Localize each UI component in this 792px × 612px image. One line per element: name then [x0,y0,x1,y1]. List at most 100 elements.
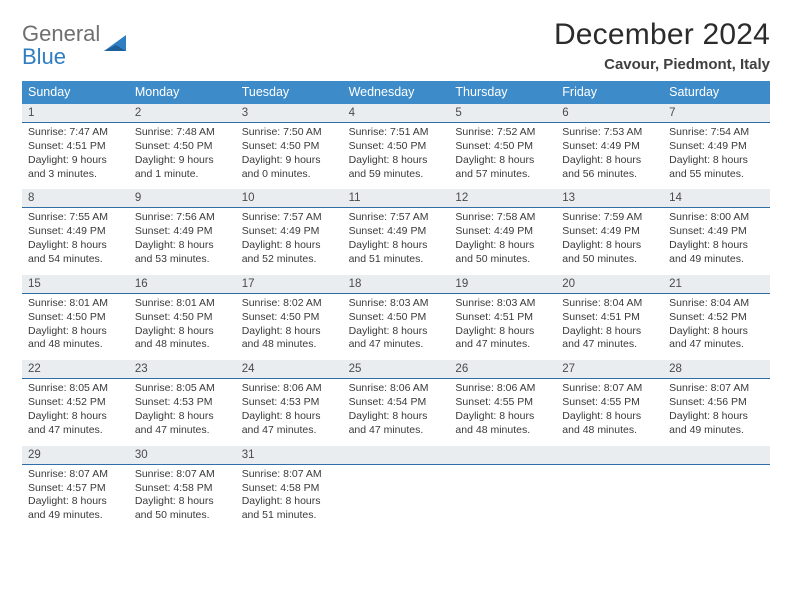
sunrise-text: Sunrise: 8:01 AM [28,297,123,311]
day-number: 27 [556,360,663,378]
day-cell: Sunrise: 7:52 AMSunset: 4:50 PMDaylight:… [449,123,556,189]
sunset-text: Sunset: 4:49 PM [135,225,230,239]
sunrise-text: Sunrise: 8:06 AM [349,382,444,396]
day-cell [343,465,450,531]
sunset-text: Sunset: 4:50 PM [349,140,444,154]
day-number: 16 [129,275,236,293]
day-cell: Sunrise: 7:58 AMSunset: 4:49 PMDaylight:… [449,208,556,274]
day-cell: Sunrise: 7:51 AMSunset: 4:50 PMDaylight:… [343,123,450,189]
day-cell: Sunrise: 8:03 AMSunset: 4:50 PMDaylight:… [343,294,450,360]
sunrise-text: Sunrise: 8:07 AM [242,468,337,482]
day-cell: Sunrise: 8:05 AMSunset: 4:52 PMDaylight:… [22,379,129,445]
sunset-text: Sunset: 4:57 PM [28,482,123,496]
day-content-row: Sunrise: 8:07 AMSunset: 4:57 PMDaylight:… [22,465,770,531]
sunrise-text: Sunrise: 8:06 AM [242,382,337,396]
location-label: Cavour, Piedmont, Italy [554,56,770,73]
day-cell: Sunrise: 7:57 AMSunset: 4:49 PMDaylight:… [343,208,450,274]
day-number: 7 [663,104,770,122]
daylight-text: Daylight: 8 hours and 52 minutes. [242,239,337,267]
weeks-container: 1234567Sunrise: 7:47 AMSunset: 4:51 PMDa… [22,104,770,531]
sunrise-text: Sunrise: 8:07 AM [669,382,764,396]
day-number: 3 [236,104,343,122]
sunrise-text: Sunrise: 7:50 AM [242,126,337,140]
day-number: 4 [343,104,450,122]
sunrise-text: Sunrise: 7:53 AM [562,126,657,140]
day-number: 22 [22,360,129,378]
day-number [556,446,663,464]
logo-word-1: General [22,21,100,46]
day-content-row: Sunrise: 7:55 AMSunset: 4:49 PMDaylight:… [22,208,770,274]
daylight-text: Daylight: 8 hours and 49 minutes. [669,410,764,438]
daylight-text: Daylight: 8 hours and 47 minutes. [455,325,550,353]
sunset-text: Sunset: 4:49 PM [455,225,550,239]
sunset-text: Sunset: 4:52 PM [28,396,123,410]
day-cell: Sunrise: 8:04 AMSunset: 4:52 PMDaylight:… [663,294,770,360]
daylight-text: Daylight: 8 hours and 53 minutes. [135,239,230,267]
day-number: 11 [343,189,450,207]
day-number: 13 [556,189,663,207]
day-number: 30 [129,446,236,464]
sunset-text: Sunset: 4:50 PM [242,311,337,325]
daylight-text: Daylight: 8 hours and 51 minutes. [242,495,337,523]
sunrise-text: Sunrise: 7:56 AM [135,211,230,225]
daylight-text: Daylight: 8 hours and 49 minutes. [28,495,123,523]
sunrise-text: Sunrise: 8:04 AM [562,297,657,311]
day-cell: Sunrise: 8:06 AMSunset: 4:53 PMDaylight:… [236,379,343,445]
day-cell: Sunrise: 8:04 AMSunset: 4:51 PMDaylight:… [556,294,663,360]
day-number: 2 [129,104,236,122]
sunset-text: Sunset: 4:50 PM [135,311,230,325]
day-number-row: 293031 [22,446,770,465]
day-cell: Sunrise: 7:56 AMSunset: 4:49 PMDaylight:… [129,208,236,274]
logo-word-2: Blue [22,44,66,69]
weekday-header: Wednesday [343,81,450,104]
sunset-text: Sunset: 4:49 PM [669,140,764,154]
day-number [449,446,556,464]
daylight-text: Daylight: 8 hours and 48 minutes. [135,325,230,353]
day-number: 8 [22,189,129,207]
daylight-text: Daylight: 9 hours and 3 minutes. [28,154,123,182]
sunset-text: Sunset: 4:50 PM [242,140,337,154]
calendar-grid: SundayMondayTuesdayWednesdayThursdayFrid… [22,81,770,531]
sunrise-text: Sunrise: 8:07 AM [135,468,230,482]
weekday-header: Saturday [663,81,770,104]
triangle-icon [102,33,128,60]
logo-text: General Blue [22,22,100,68]
day-cell: Sunrise: 7:59 AMSunset: 4:49 PMDaylight:… [556,208,663,274]
day-number-row: 1234567 [22,104,770,123]
sunrise-text: Sunrise: 8:07 AM [562,382,657,396]
day-number: 10 [236,189,343,207]
sunset-text: Sunset: 4:50 PM [28,311,123,325]
sunrise-text: Sunrise: 8:06 AM [455,382,550,396]
sunset-text: Sunset: 4:53 PM [242,396,337,410]
day-cell: Sunrise: 8:06 AMSunset: 4:55 PMDaylight:… [449,379,556,445]
sunset-text: Sunset: 4:50 PM [455,140,550,154]
daylight-text: Daylight: 8 hours and 50 minutes. [455,239,550,267]
sunrise-text: Sunrise: 8:00 AM [669,211,764,225]
weekday-header: Friday [556,81,663,104]
month-title: December 2024 [554,18,770,52]
weekday-header: Tuesday [236,81,343,104]
sunrise-text: Sunrise: 8:03 AM [455,297,550,311]
day-cell [663,465,770,531]
sunrise-text: Sunrise: 8:04 AM [669,297,764,311]
daylight-text: Daylight: 8 hours and 54 minutes. [28,239,123,267]
sunrise-text: Sunrise: 8:03 AM [349,297,444,311]
sunset-text: Sunset: 4:50 PM [349,311,444,325]
day-cell [449,465,556,531]
sunrise-text: Sunrise: 7:57 AM [349,211,444,225]
day-cell: Sunrise: 8:07 AMSunset: 4:56 PMDaylight:… [663,379,770,445]
day-number-row: 15161718192021 [22,275,770,294]
day-number: 18 [343,275,450,293]
daylight-text: Daylight: 9 hours and 1 minute. [135,154,230,182]
day-cell: Sunrise: 8:00 AMSunset: 4:49 PMDaylight:… [663,208,770,274]
sunrise-text: Sunrise: 7:54 AM [669,126,764,140]
sunset-text: Sunset: 4:53 PM [135,396,230,410]
day-cell: Sunrise: 7:50 AMSunset: 4:50 PMDaylight:… [236,123,343,189]
daylight-text: Daylight: 8 hours and 48 minutes. [562,410,657,438]
day-number: 21 [663,275,770,293]
day-cell: Sunrise: 8:02 AMSunset: 4:50 PMDaylight:… [236,294,343,360]
sunrise-text: Sunrise: 8:05 AM [135,382,230,396]
sunset-text: Sunset: 4:49 PM [562,140,657,154]
sunrise-text: Sunrise: 7:58 AM [455,211,550,225]
daylight-text: Daylight: 8 hours and 48 minutes. [28,325,123,353]
